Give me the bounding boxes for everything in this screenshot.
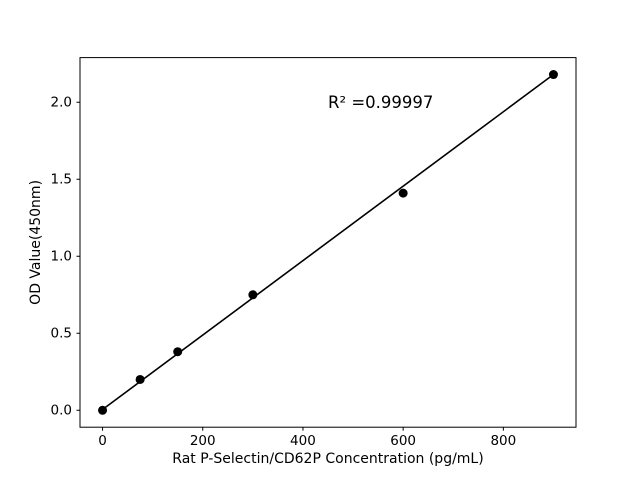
x-tick-label: 200 — [190, 433, 216, 449]
data-point — [248, 290, 258, 300]
x-axis-title: Rat P-Selectin/CD62P Concentration (pg/m… — [172, 451, 483, 467]
data-point — [548, 70, 558, 80]
y-tick-label: 0.0 — [51, 402, 72, 418]
x-tick-label: 400 — [290, 433, 316, 449]
x-tick-label: 800 — [490, 433, 516, 449]
data-point — [98, 405, 108, 415]
y-axis: 0.0 0.5 1.0 1.5 2.0 — [51, 94, 80, 418]
data-points — [98, 70, 558, 415]
data-point — [398, 188, 408, 198]
data-point — [135, 374, 145, 384]
y-axis-title: OD Value(450nm) — [28, 180, 44, 305]
y-tick-label: 0.5 — [51, 325, 72, 341]
data-point — [173, 347, 183, 357]
r-squared-annotation: R² =0.99997 — [328, 93, 433, 112]
y-tick-label: 1.5 — [51, 171, 72, 187]
x-tick-label: 600 — [390, 433, 416, 449]
y-tick-label: 2.0 — [51, 94, 72, 110]
x-tick-label: 0 — [98, 433, 107, 449]
y-tick-label: 1.0 — [51, 248, 72, 264]
x-axis: 0 200 400 600 800 — [98, 427, 516, 449]
